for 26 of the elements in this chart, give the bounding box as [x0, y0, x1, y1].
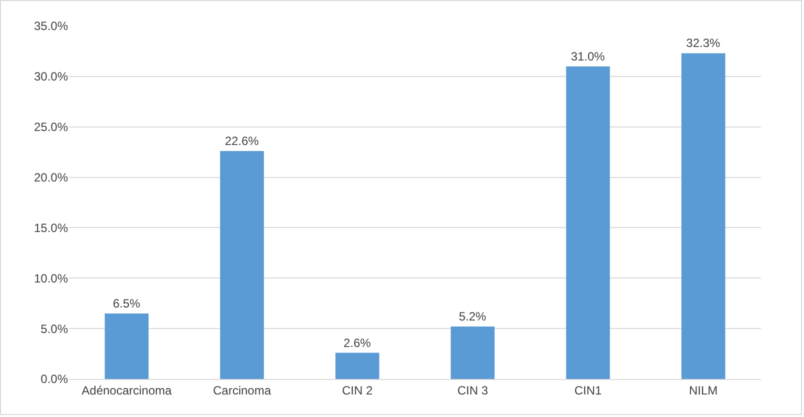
- bar: [335, 352, 380, 379]
- x-tick-label: CIN1: [574, 383, 602, 398]
- x-tick-label: CIN 3: [457, 383, 488, 398]
- y-tick-label: 15.0%: [34, 220, 68, 235]
- x-tick-label: Adénocarcinoma: [82, 383, 172, 398]
- data-label: 5.2%: [458, 310, 487, 324]
- x-tick-label: NILM: [688, 383, 718, 398]
- bar: [220, 151, 264, 379]
- y-tick-label: 35.0%: [34, 19, 68, 34]
- bar: [566, 66, 610, 379]
- y-tick-label: 20.0%: [34, 170, 68, 184]
- bar: [681, 53, 726, 379]
- data-label: 6.5%: [112, 296, 141, 310]
- data-label: 31.0%: [570, 49, 606, 64]
- x-tick-label: CIN 2: [342, 383, 373, 398]
- x-tick-label: Carcinoma: [212, 383, 272, 398]
- y-tick-label: 10.0%: [34, 271, 68, 286]
- data-label: 32.3%: [686, 36, 721, 50]
- bar: [450, 326, 495, 379]
- data-label: 22.6%: [224, 134, 260, 148]
- bar: [104, 313, 149, 379]
- y-tick-label: 25.0%: [34, 120, 68, 134]
- y-tick-label: 30.0%: [34, 70, 68, 84]
- y-tick-label: 0.0%: [40, 372, 68, 386]
- data-label: 2.6%: [343, 336, 372, 350]
- y-tick-label: 5.0%: [40, 322, 68, 336]
